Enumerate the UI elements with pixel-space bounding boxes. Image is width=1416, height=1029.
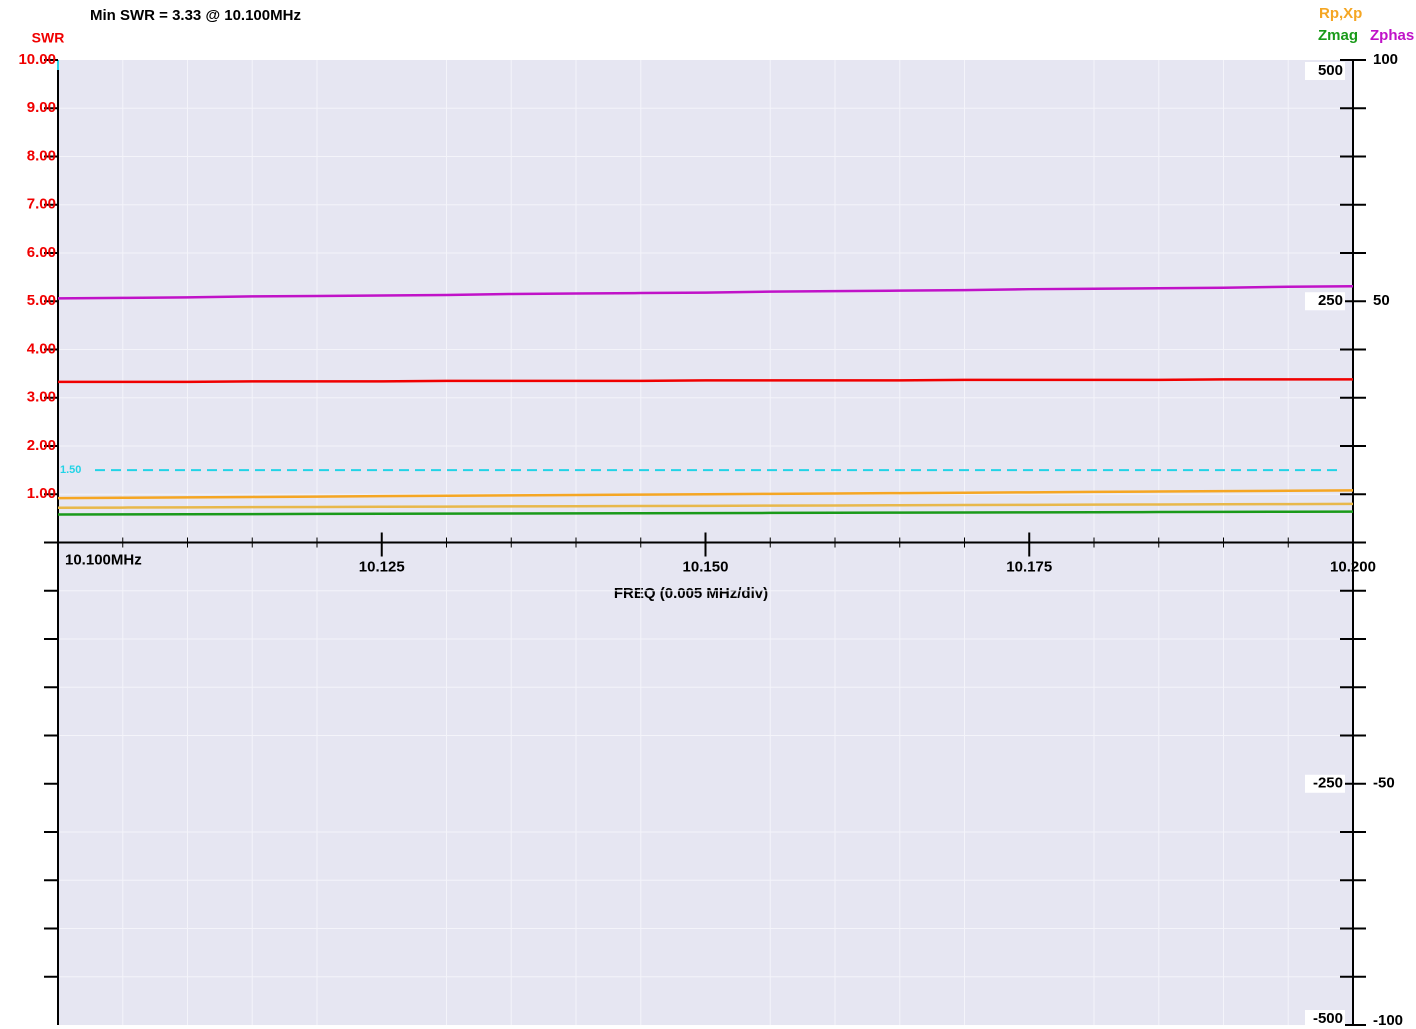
y-tick-label: 3.00 — [27, 389, 56, 406]
y2-tick-label: 500 — [1318, 62, 1343, 79]
series-line — [58, 378, 1353, 384]
series-line — [57, 502, 1354, 510]
y-tick-label: 6.00 — [27, 244, 56, 261]
y-tick-label: 2.00 — [27, 437, 56, 454]
y-tick-label: 1.00 — [27, 485, 56, 502]
y2-tick-label: -250 — [1313, 775, 1343, 792]
y2-label-box — [1305, 1010, 1345, 1028]
ref-line-label: 1.50 — [60, 464, 81, 476]
x-tick-label: 10.175 — [1006, 558, 1052, 575]
legend-entry: Rp,Xp — [1319, 5, 1362, 22]
x-tick-label: 10.125 — [359, 558, 405, 575]
legend-entry: Zphas — [1370, 27, 1414, 44]
series-line — [57, 285, 1354, 300]
y2-label-box — [1305, 62, 1345, 80]
y2-label-box — [1305, 774, 1345, 793]
y-tick-label: 7.00 — [27, 196, 56, 213]
chart-title: Min SWR = 3.33 @ 10.100MHz — [90, 7, 301, 24]
y2-label-box — [1305, 292, 1345, 311]
y-tick-label: 5.00 — [27, 292, 56, 309]
y-axis-label: SWR — [32, 30, 65, 46]
y3-tick-label: 50 — [1373, 292, 1390, 309]
x-tick-label: 10.200 — [1330, 558, 1376, 575]
y3-tick-label: -50 — [1373, 775, 1395, 792]
y-tick-label: 9.00 — [27, 99, 56, 116]
y2-tick-label: -500 — [1313, 1010, 1343, 1027]
legend-entry: Zmag — [1318, 27, 1358, 44]
y-tick-label: 10.00 — [18, 51, 56, 68]
x-tick-label: 10.100MHz — [65, 551, 142, 568]
y-tick-label: 4.00 — [27, 340, 56, 357]
y2-tick-label: 250 — [1318, 292, 1343, 309]
x-tick-label: 10.150 — [683, 558, 729, 575]
series-line — [57, 489, 1354, 500]
y3-tick-label: 100 — [1373, 51, 1398, 68]
y-tick-label: 8.00 — [27, 147, 56, 164]
y3-tick-label: -100 — [1373, 1012, 1403, 1029]
x-axis-label: FREQ (0.005 MHz/div) — [614, 585, 768, 602]
series-line — [57, 510, 1354, 516]
